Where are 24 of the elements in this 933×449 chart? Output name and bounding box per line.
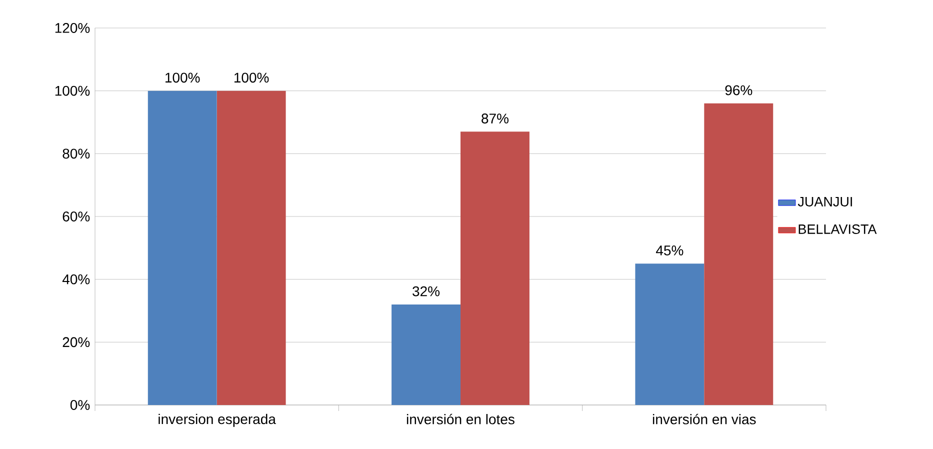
legend-label: JUANJUI: [798, 197, 852, 206]
y-tick-label: 120%: [55, 23, 90, 33]
data-label: 100%: [234, 72, 269, 83]
y-tick-label: 80%: [62, 148, 90, 159]
bar: [216, 90, 286, 405]
x-tick-label: inversión en vias: [652, 414, 756, 424]
y-tick-label: 40%: [62, 274, 90, 284]
bar: [148, 90, 217, 405]
x-tick-label: inversión en lotes: [406, 414, 514, 424]
x-tick-label: inversion esperada: [158, 414, 276, 427]
bar: [704, 103, 774, 405]
y-tick-label: 100%: [55, 86, 90, 96]
data-label: 87%: [482, 114, 508, 124]
data-label: 100%: [166, 72, 200, 83]
y-tick-label: 0%: [70, 400, 90, 410]
y-tick-label: 20%: [62, 337, 90, 348]
data-label: 32%: [412, 286, 440, 296]
bar: [460, 132, 530, 405]
data-label: 96%: [725, 85, 752, 96]
legend-label: BELLAVISTA: [798, 224, 877, 234]
y-tick-label: 60%: [62, 212, 90, 222]
bar: [392, 304, 461, 405]
data-label: 45%: [656, 246, 684, 256]
bar: [635, 264, 704, 405]
